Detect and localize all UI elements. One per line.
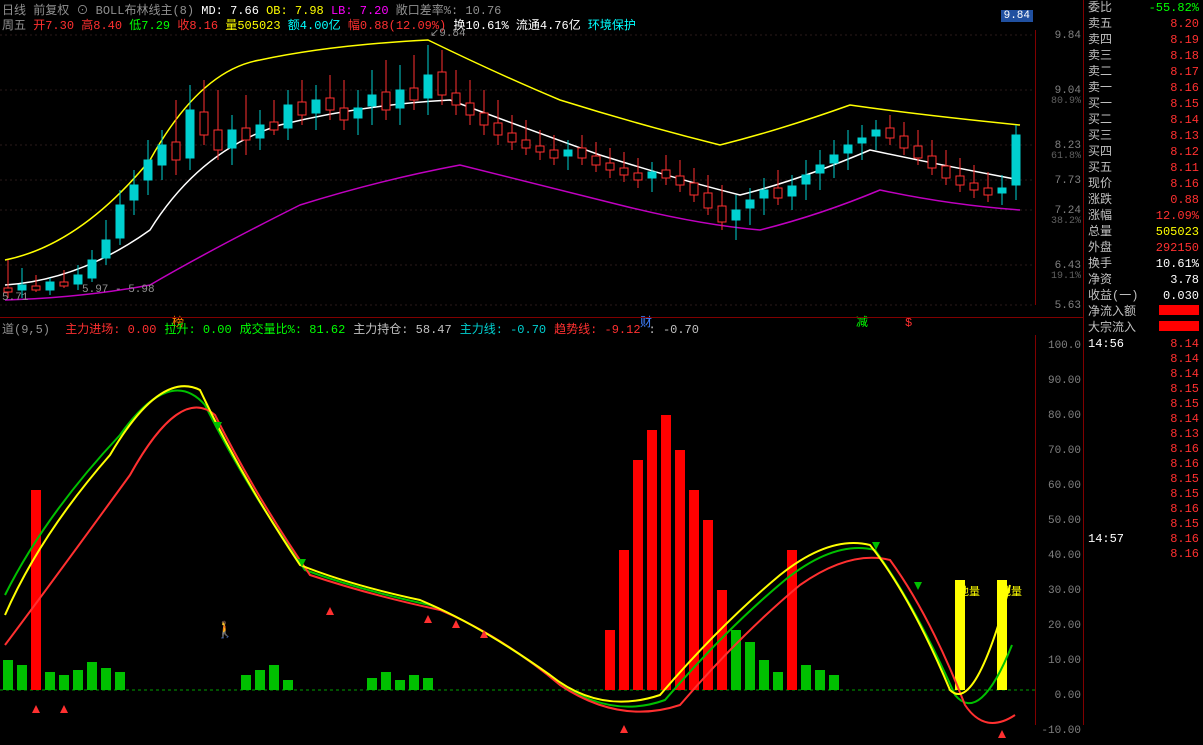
- quote-label: 买四: [1088, 145, 1112, 159]
- tick-row: 8.15: [1084, 516, 1203, 531]
- tick-row: 14:568.14: [1084, 336, 1203, 351]
- quote-row: 现价 8.16: [1084, 176, 1203, 192]
- quote-value: 8.16: [1170, 81, 1199, 95]
- price-high-marker: ↙9.84: [430, 26, 466, 40]
- quote-label: 卖一: [1088, 81, 1112, 95]
- quote-row: 总量 505023: [1084, 224, 1203, 240]
- quote-label: 外盘: [1088, 241, 1112, 255]
- svg-text:地量: 地量: [958, 585, 980, 599]
- quote-value: 8.14: [1170, 113, 1199, 127]
- main-chart-area: 日线 前复权 ⊙ BOLL布林线主(8) MD: 7.66 OB: 7.98 L…: [0, 0, 1083, 725]
- quote-row: 买五 8.11: [1084, 160, 1203, 176]
- tick-row: 8.15: [1084, 471, 1203, 486]
- svg-text:$: $: [905, 316, 912, 330]
- quote-row: 卖五 8.20: [1084, 16, 1203, 32]
- tick-row: 8.15: [1084, 381, 1203, 396]
- quote-label: 卖四: [1088, 33, 1112, 47]
- quote-label: 委比: [1088, 1, 1112, 15]
- quote-label: 买五: [1088, 161, 1112, 175]
- indicator-chart[interactable]: 🚶 地量 地量: [0, 335, 1035, 725]
- quote-row: 外盘 292150: [1084, 240, 1203, 256]
- quote-value: 8.11: [1170, 161, 1199, 175]
- quote-value: 12.09%: [1156, 209, 1199, 223]
- quote-row: 卖一 8.16: [1084, 80, 1203, 96]
- quote-value: 8.12: [1170, 145, 1199, 159]
- quote-value: 8.20: [1170, 17, 1199, 31]
- flow-bar: [1159, 305, 1199, 315]
- quote-value: 8.15: [1170, 97, 1199, 111]
- quote-row: 涨跌 0.88: [1084, 192, 1203, 208]
- quote-row: 换手 10.61%: [1084, 256, 1203, 272]
- tick-row: 8.14: [1084, 411, 1203, 426]
- quote-label: 收益(一): [1088, 289, 1138, 303]
- quote-row: 买一 8.15: [1084, 96, 1203, 112]
- tick-row: 8.16: [1084, 501, 1203, 516]
- flow-row: 净流入额: [1084, 304, 1203, 320]
- tick-row: 8.16: [1084, 441, 1203, 456]
- flow-bar: [1159, 321, 1199, 331]
- quote-row: 涨幅 12.09%: [1084, 208, 1203, 224]
- quote-value: 8.17: [1170, 65, 1199, 79]
- quote-label: 买一: [1088, 97, 1112, 111]
- quote-value: -55.82%: [1149, 1, 1199, 15]
- quote-row: 卖四 8.19: [1084, 32, 1203, 48]
- tick-row: 8.13: [1084, 426, 1203, 441]
- flow-row: 大宗流入: [1084, 320, 1203, 336]
- tick-row: 8.15: [1084, 486, 1203, 501]
- quote-label: 总量: [1088, 225, 1112, 239]
- quote-panel: 委比-55.82%卖五8.20卖四8.19卖三8.18卖二8.17卖一8.16买…: [1083, 0, 1203, 725]
- quote-row: 买四 8.12: [1084, 144, 1203, 160]
- quote-label: 卖五: [1088, 17, 1112, 31]
- quote-value: 0.030: [1163, 289, 1199, 303]
- quote-value: 292150: [1156, 241, 1199, 255]
- lower-yaxis: 100.090.0080.0070.0060.0050.0040.0030.00…: [1035, 335, 1083, 725]
- quote-value: 8.13: [1170, 129, 1199, 143]
- tick-row: 8.16: [1084, 456, 1203, 471]
- candlestick-svg: 榜财减$: [0, 30, 1035, 335]
- quote-value: 8.19: [1170, 33, 1199, 47]
- tick-row: 8.14: [1084, 351, 1203, 366]
- quote-value: 3.78: [1170, 273, 1199, 287]
- quote-row: 买二 8.14: [1084, 112, 1203, 128]
- quote-label: 卖三: [1088, 49, 1112, 63]
- price-low-range: 5.97 - 5.98: [82, 284, 155, 296]
- quote-value: 0.88: [1170, 193, 1199, 207]
- price-low-left: 5.71: [2, 292, 28, 304]
- quote-label: 涨幅: [1088, 209, 1112, 223]
- quote-label: 买三: [1088, 129, 1112, 143]
- current-price-badge: 9.84: [1001, 10, 1033, 22]
- candlestick-chart[interactable]: 榜财减$ ↙9.84 5.71 5.97 - 5.98: [0, 30, 1035, 305]
- quote-label: 净资: [1088, 273, 1112, 287]
- quote-label: 卖二: [1088, 65, 1112, 79]
- quote-label: 涨跌: [1088, 193, 1112, 207]
- quote-label: 买二: [1088, 113, 1112, 127]
- quote-label: 换手: [1088, 257, 1112, 271]
- tick-row: 8.14: [1084, 366, 1203, 381]
- quote-row: 委比 -55.82%: [1084, 0, 1203, 16]
- chart-divider: [0, 317, 1083, 318]
- svg-text:🚶: 🚶: [215, 620, 235, 640]
- upper-yaxis: 9.849.0480.9%8.2361.8%7.737.2438.2%6.431…: [1035, 30, 1083, 305]
- quote-value: 8.18: [1170, 49, 1199, 63]
- svg-text:地量: 地量: [1000, 585, 1022, 599]
- quote-value: 505023: [1156, 225, 1199, 239]
- tick-row: 8.15: [1084, 396, 1203, 411]
- tick-row: 14:578.16: [1084, 531, 1203, 546]
- quote-row: 卖三 8.18: [1084, 48, 1203, 64]
- quote-value: 8.16: [1170, 177, 1199, 191]
- tick-row: 8.16: [1084, 546, 1203, 561]
- quote-row: 卖二 8.17: [1084, 64, 1203, 80]
- quote-label: 现价: [1088, 177, 1112, 191]
- indicator-svg: 🚶 地量 地量: [0, 335, 1035, 745]
- quote-value: 10.61%: [1156, 257, 1199, 271]
- quote-row: 买三 8.13: [1084, 128, 1203, 144]
- quote-row: 净资 3.78: [1084, 272, 1203, 288]
- quote-row: 收益(一) 0.030: [1084, 288, 1203, 304]
